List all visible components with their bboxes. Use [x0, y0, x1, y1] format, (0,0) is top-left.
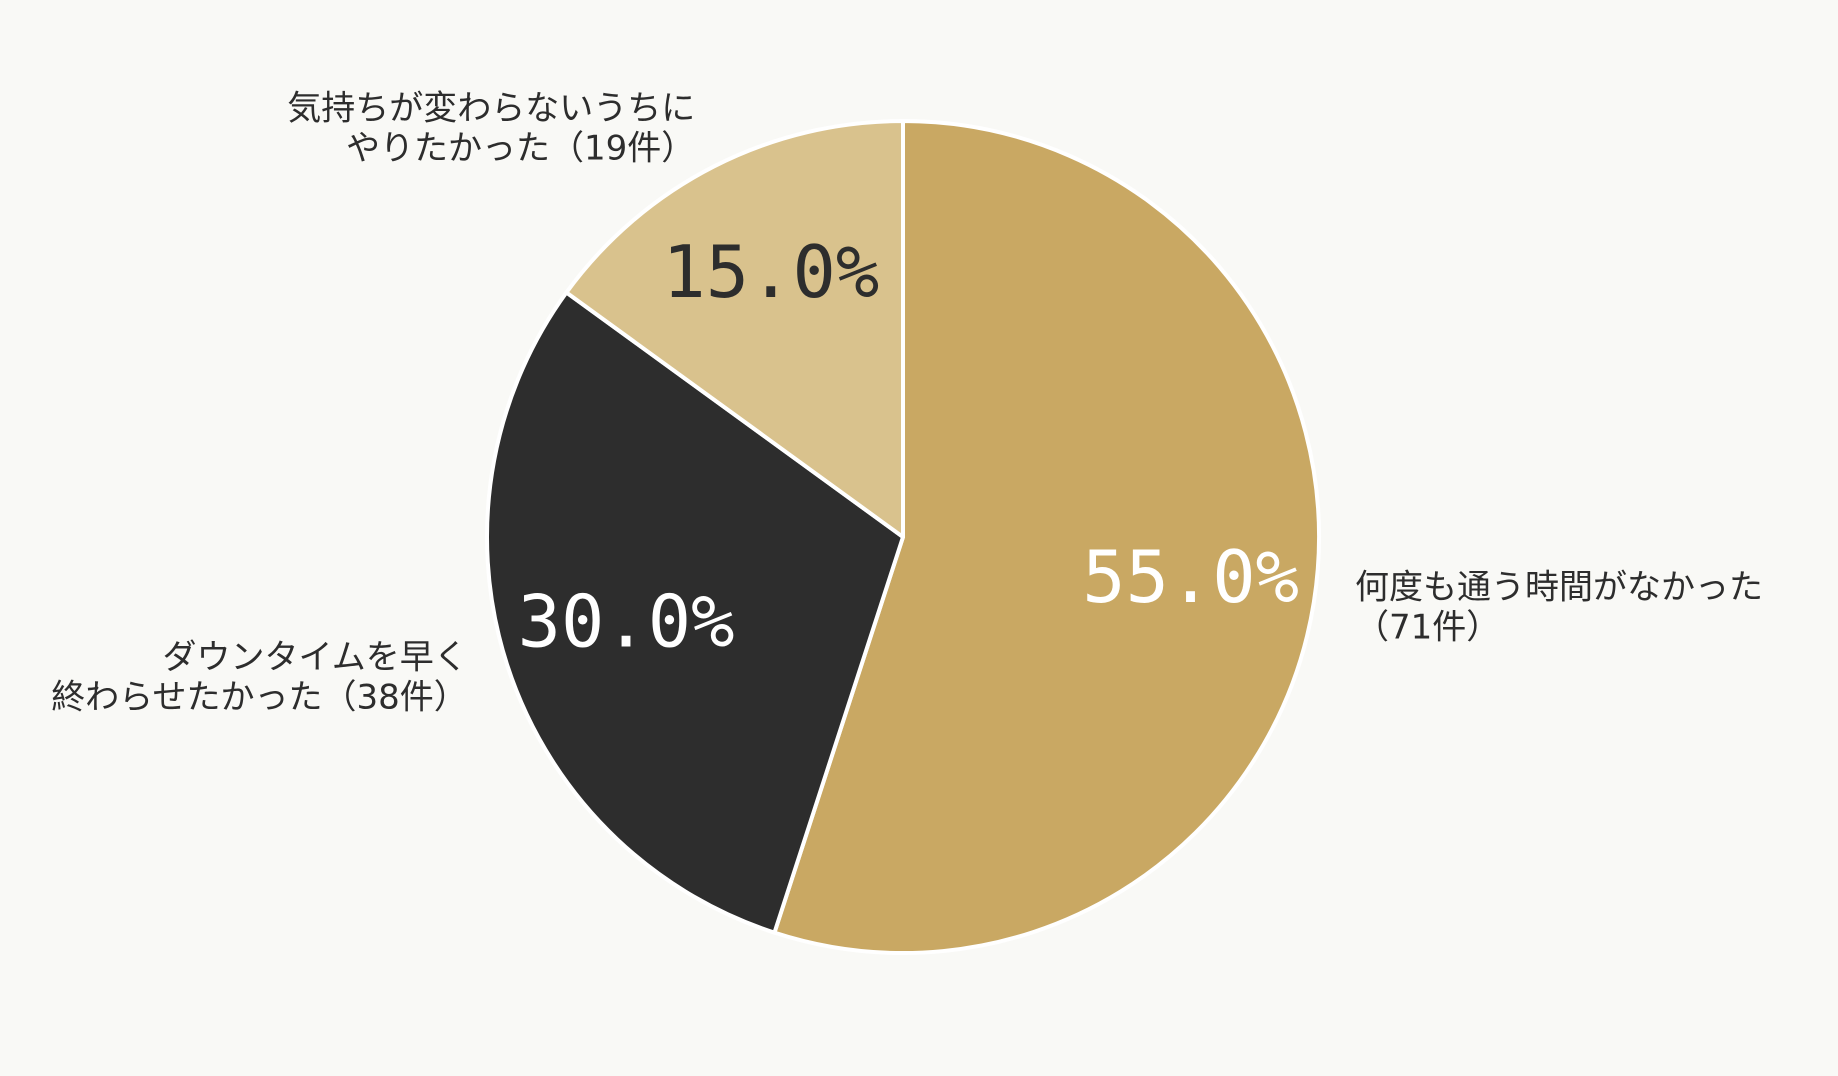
- category-label-line: ダウンタイムを早く: [162, 637, 467, 677]
- category-label-line: 何度も通う時間がなかった: [1355, 567, 1763, 607]
- pie-slice: [564, 119, 905, 539]
- category-label: 気持ちが変わらないうちにやりたかった（19件）: [287, 88, 695, 168]
- category-label-line: やりたかった（19件）: [346, 128, 695, 168]
- pie-slice: [772, 119, 1321, 955]
- value-label: 15.0%: [662, 230, 879, 314]
- value-label: 30.0%: [518, 580, 735, 664]
- pie-slice: [485, 290, 905, 935]
- category-label: 何度も通う時間がなかった（71件）: [1355, 567, 1763, 647]
- category-label-line: （71件）: [1355, 607, 1500, 647]
- category-label-line: 気持ちが変わらないうちに: [287, 88, 695, 128]
- category-label-line: 終わらせたかった（38件）: [51, 677, 468, 717]
- category-label: ダウンタイムを早く終わらせたかった（38件）: [51, 637, 468, 717]
- value-label: 55.0%: [1082, 535, 1299, 619]
